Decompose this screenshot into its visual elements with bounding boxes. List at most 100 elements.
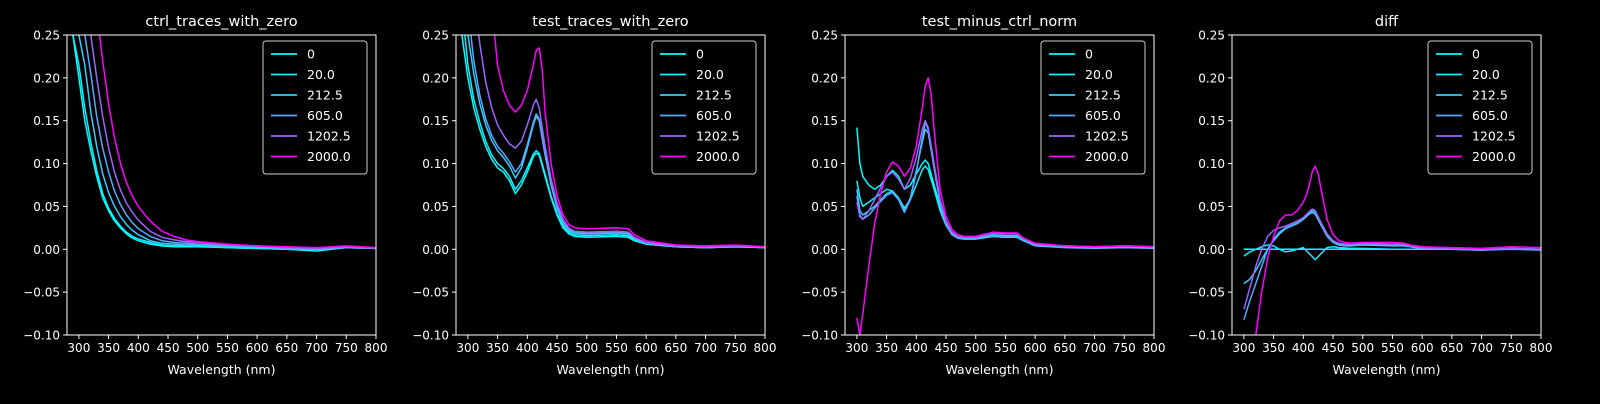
x-tick-label: 400 (905, 341, 928, 355)
x-tick-label: 500 (186, 341, 209, 355)
legend-entry-2000.0: 2000.0 (307, 149, 351, 164)
x-tick-label: 800 (1143, 341, 1166, 355)
x-tick-label: 600 (635, 341, 658, 355)
y-tick-label: 0.00 (422, 243, 449, 257)
x-tick-label: 550 (605, 341, 628, 355)
x-tick-label: 400 (1292, 341, 1315, 355)
x-axis-label: Wavelength (nm) (168, 362, 276, 377)
y-tick-label: −0.10 (801, 329, 838, 343)
chart-title: test_traces_with_zero (532, 14, 689, 30)
y-tick-label: 0.25 (811, 29, 838, 43)
y-tick-label: 0.25 (422, 29, 449, 43)
y-tick-label: 0.20 (422, 71, 449, 85)
x-tick-label: 400 (127, 341, 150, 355)
x-tick-label: 650 (1053, 341, 1076, 355)
y-tick-label: 0.05 (422, 200, 449, 214)
legend-entry-20.0: 20.0 (696, 67, 724, 82)
x-tick-label: 400 (516, 341, 539, 355)
y-tick-label: 0.00 (811, 243, 838, 257)
chart-panel-2: test_traces_with_zero 300 350 400 450 500 550 6… (412, 14, 776, 377)
series-line-1202.5 (477, 35, 765, 248)
x-axis-label: Wavelength (nm) (557, 362, 665, 377)
y-tick-label: 0.05 (811, 200, 838, 214)
series-line-20.0 (1243, 244, 1541, 261)
x-tick-label: 350 (97, 341, 120, 355)
y-tick-label: −0.10 (1188, 329, 1225, 343)
chart-panel-1: ctrl_traces_with_zero 300 350 400 450 500 550 6… (23, 14, 387, 377)
legend-entry-1202.5: 1202.5 (1085, 129, 1129, 144)
chart-title: diff (1375, 14, 1399, 30)
x-tick-label: 650 (1440, 341, 1463, 355)
x-tick-label: 450 (935, 341, 958, 355)
legend-entry-605.0: 605.0 (1085, 108, 1121, 123)
x-tick-label: 500 (964, 341, 987, 355)
x-tick-label: 500 (575, 341, 598, 355)
legend: 0 20.0 212.5 605.0 1202.5 2000.0 (1427, 40, 1533, 175)
y-tick-label: 0.10 (1198, 157, 1225, 171)
x-tick-label: 300 (67, 341, 90, 355)
legend-entry-212.5: 212.5 (1472, 88, 1508, 103)
x-tick-label: 600 (1024, 341, 1047, 355)
y-tick-label: 0.15 (33, 114, 60, 128)
y-tick-label: 0.00 (33, 243, 60, 257)
legend-entry-0: 0 (1085, 47, 1093, 62)
chart-title: test_minus_ctrl_norm (922, 14, 1077, 30)
y-tick-label: 0.20 (1198, 71, 1225, 85)
y-tick-label: 0.10 (422, 157, 449, 171)
y-tick-label: 0.15 (811, 114, 838, 128)
legend-entry-212.5: 212.5 (307, 88, 343, 103)
y-tick-label: 0.00 (1198, 243, 1225, 257)
x-tick-label: 750 (1500, 341, 1523, 355)
y-tick-label: 0.20 (811, 71, 838, 85)
y-tick-label: 0.05 (1198, 200, 1225, 214)
x-tick-label: 500 (1351, 341, 1374, 355)
series-layer (1243, 165, 1541, 335)
x-tick-label: 550 (1381, 341, 1404, 355)
series-line-605.0 (470, 35, 765, 249)
series-line-20.0 (72, 35, 376, 251)
legend-entry-0: 0 (307, 47, 315, 62)
series-line-20.0 (464, 35, 765, 249)
legend-entry-20.0: 20.0 (307, 67, 335, 82)
legend: 0 20.0 212.5 605.0 1202.5 2000.0 (262, 40, 368, 175)
x-tick-label: 600 (1411, 341, 1434, 355)
x-tick-label: 450 (546, 341, 569, 355)
x-tick-label: 350 (1262, 341, 1285, 355)
series-layer (856, 77, 1154, 335)
legend-entry-0: 0 (696, 47, 704, 62)
y-tick-label: −0.10 (412, 329, 449, 343)
legend-entry-212.5: 212.5 (1085, 88, 1121, 103)
x-tick-label: 350 (875, 341, 898, 355)
plot-frame (844, 34, 1155, 336)
x-tick-label: 300 (456, 341, 479, 355)
x-tick-label: 450 (157, 341, 180, 355)
x-tick-label: 750 (335, 341, 358, 355)
x-tick-label: 300 (845, 341, 868, 355)
legend: 0 20.0 212.5 605.0 1202.5 2000.0 (651, 40, 757, 175)
legend-entry-605.0: 605.0 (1472, 108, 1508, 123)
x-axis-label: Wavelength (nm) (946, 362, 1054, 377)
plot-frame (455, 34, 766, 336)
y-tick-label: 0.25 (1198, 29, 1225, 43)
plot-frame (66, 34, 377, 336)
y-tick-label: 0.05 (33, 200, 60, 214)
y-tick-label: 0.15 (422, 114, 449, 128)
y-tick-label: 0.10 (811, 157, 838, 171)
legend-entry-605.0: 605.0 (696, 108, 732, 123)
legend-entry-2000.0: 2000.0 (1085, 149, 1129, 164)
legend-entry-2000.0: 2000.0 (696, 149, 740, 164)
plot-frame (1231, 34, 1542, 336)
chart-panel-4: diff 300 350 400 450 500 550 600 650 700 750 800 −0.… (1188, 14, 1552, 377)
legend-entry-1202.5: 1202.5 (1472, 129, 1516, 144)
series-line-1202.5 (1243, 208, 1541, 310)
x-tick-label: 800 (754, 341, 777, 355)
series-line-2000.0 (98, 35, 376, 249)
x-tick-label: 600 (246, 341, 269, 355)
x-tick-label: 700 (1470, 341, 1493, 355)
series-line-2000.0 (1255, 165, 1541, 335)
legend-entry-605.0: 605.0 (307, 108, 343, 123)
legend-entry-20.0: 20.0 (1472, 67, 1500, 82)
y-tick-label: −0.05 (801, 286, 838, 300)
